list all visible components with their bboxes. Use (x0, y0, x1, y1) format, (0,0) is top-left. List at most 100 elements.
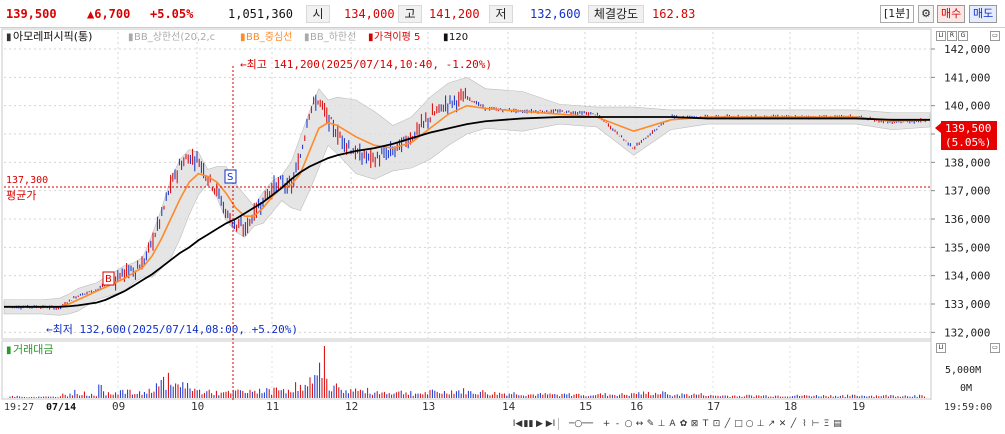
legend-disparity-label: 가격이평 5 (374, 30, 420, 43)
current-price-pointer (935, 123, 941, 133)
x-tick-label: 13 (422, 400, 435, 413)
rectangle-icon[interactable]: □ (734, 419, 743, 429)
legend-ma-label: 120 (449, 32, 468, 43)
chart-frame[interactable]: 132,000 133,000 134,000 135,000 136,000 137,0… (0, 28, 1005, 434)
high-value: 141,200 (429, 7, 480, 21)
volume-axis-zero: 0M (960, 383, 972, 394)
y-tick-label: 138,000 (944, 156, 990, 169)
chart-toolbar: I◀ ▮▮ ▶ ▶I ─○── + - ○ ↔ ✎ ⊥ A ✿ ⊠ T ⊡ ╱ … (512, 416, 843, 432)
x-tick-label: 17 (707, 400, 720, 413)
draw-pen-icon[interactable]: ✎ (646, 419, 655, 429)
toolbar-play-icon[interactable]: ▶ (536, 419, 543, 429)
x-tick-label: 11 (266, 400, 279, 413)
low-note: ←최저 132,600(2025/07/14,08:00, +5.20%) (46, 323, 298, 336)
ruler-icon[interactable]: ⊢ (811, 419, 820, 429)
time-last-label: 19:59:00 (944, 402, 992, 413)
open-label: 시 (306, 5, 330, 23)
buy-button[interactable]: 매수 (937, 5, 966, 23)
volume-lock-icon[interactable]: LI (936, 343, 946, 353)
x-tick-label: 12 (345, 400, 358, 413)
zoom-in-icon[interactable]: + (602, 419, 611, 429)
volume-title-icon: ▮ (6, 345, 12, 356)
high-label: 고 (398, 5, 422, 23)
legend-bullet: ▮ (6, 32, 12, 43)
volume-bars (9, 346, 925, 398)
price-chart[interactable]: 132,000 133,000 134,000 135,000 136,000 137,0… (0, 28, 1005, 434)
strength-value: 162.83 (652, 7, 696, 21)
time-first-label: 19:27 (4, 402, 34, 413)
crosshair-icon[interactable]: ○ (624, 419, 633, 429)
open-value: 134,000 (344, 7, 395, 21)
menu-icon[interactable]: ▤ (833, 419, 842, 429)
frame-icon[interactable]: ⊡ (712, 419, 721, 429)
avg-price-value: 137,300 (6, 175, 48, 186)
y-tick-label: 141,000 (944, 71, 990, 84)
buy-marker-label: B (105, 274, 112, 285)
x-tick-label: 09 (112, 400, 125, 413)
volume-axis-top: 5,000M (945, 365, 981, 376)
buy-marker[interactable] (102, 271, 115, 286)
y-tick-label: 135,000 (944, 241, 990, 254)
y-tick-label: 137,000 (944, 185, 990, 198)
price-change-pct: +5.05% (150, 7, 194, 21)
time-axis: 09 10 11 12 13 14 15 16 17 18 19 (112, 400, 865, 413)
star-icon[interactable]: ✿ (679, 419, 688, 429)
current-price-tag-pct: (5.05%) (945, 136, 991, 149)
box-x-icon[interactable]: ⊠ (690, 419, 699, 429)
volume-panel-corner-icon[interactable]: ▭ (990, 343, 1000, 353)
sell-marker-label: S (227, 172, 233, 183)
toolbar-divider (558, 418, 559, 430)
perpendicular-icon[interactable]: ⊥ (756, 419, 765, 429)
x-tick-label: 16 (630, 400, 643, 413)
sell-button[interactable]: 매도 (969, 5, 998, 23)
x-tick-label: 10 (191, 400, 204, 413)
price-panel (1, 28, 932, 340)
y-tick-label: 136,000 (944, 213, 990, 226)
legend-stock-name: 아모레퍼시픽(통) (13, 30, 92, 43)
avg-price-label: 평균가 (6, 189, 36, 202)
pan-icon[interactable]: ↔ (635, 419, 644, 429)
legend-bb-lower-icon: ▮ (304, 32, 310, 43)
text-tool-icon[interactable]: A (669, 419, 676, 429)
legend-bb-mid-icon: ▮ (240, 32, 246, 43)
text-t-icon[interactable]: T (702, 419, 709, 429)
reset-icon[interactable]: R (947, 31, 957, 41)
settings-gear-icon[interactable]: ⚙ (918, 5, 934, 23)
fibonacci-icon[interactable]: Ξ (823, 419, 830, 429)
legend-bb-mid-label: BB_중심선 (246, 31, 292, 43)
line-icon[interactable]: ╱ (790, 419, 797, 429)
x-tick-label: 18 (784, 400, 797, 413)
current-price-tag-value: 139,500 (945, 122, 991, 135)
trendline-icon[interactable]: ╱ (724, 419, 731, 429)
time-date-label: 07/14 (46, 402, 76, 413)
y-tick-label: 142,000 (944, 43, 990, 56)
volume-value: 1,051,360 (228, 7, 294, 21)
volume-panel (1, 340, 932, 400)
zoom-slider-icon[interactable]: ─○── (568, 419, 594, 429)
y-tick-label: 132,000 (944, 326, 990, 339)
quote-bar: 139,500 ▲6,700 +5.05% 1,051,360 시 134,00… (0, 0, 1005, 28)
y-tick-label: 133,000 (944, 298, 990, 311)
sell-marker[interactable] (224, 169, 237, 184)
toolbar-last-icon[interactable]: ▶I (545, 419, 556, 429)
legend-ma-icon: ▮ (443, 32, 449, 43)
toolbar-pause-icon[interactable]: ▮▮ (523, 419, 534, 429)
circle-icon[interactable]: ○ (745, 419, 754, 429)
lock-scale-icon[interactable]: LI (936, 31, 946, 41)
x-tick-label: 19 (852, 400, 865, 413)
grid-toggle-icon[interactable]: G (958, 31, 968, 41)
legend-disparity-icon: ▮ (368, 32, 374, 43)
zoom-out-icon[interactable]: - (615, 419, 620, 429)
period-selector[interactable]: [1분] (880, 5, 914, 23)
volume-title: 거래대금 (13, 343, 53, 356)
low-label: 저 (489, 5, 513, 23)
x-tick-label: 15 (579, 400, 592, 413)
vertical-line-icon[interactable]: ⊥ (657, 419, 666, 429)
toolbar-first-icon[interactable]: I◀ (512, 419, 523, 429)
legend-bb-upper: ▮ (128, 32, 134, 43)
arrow-icon[interactable]: ↗ (767, 419, 776, 429)
y-tick-label: 140,000 (944, 100, 990, 113)
delete-icon[interactable]: ✕ (778, 419, 787, 429)
price-panel-corner-icon[interactable]: ▭ (990, 31, 1000, 41)
channel-icon[interactable]: ⌇ (802, 419, 807, 429)
